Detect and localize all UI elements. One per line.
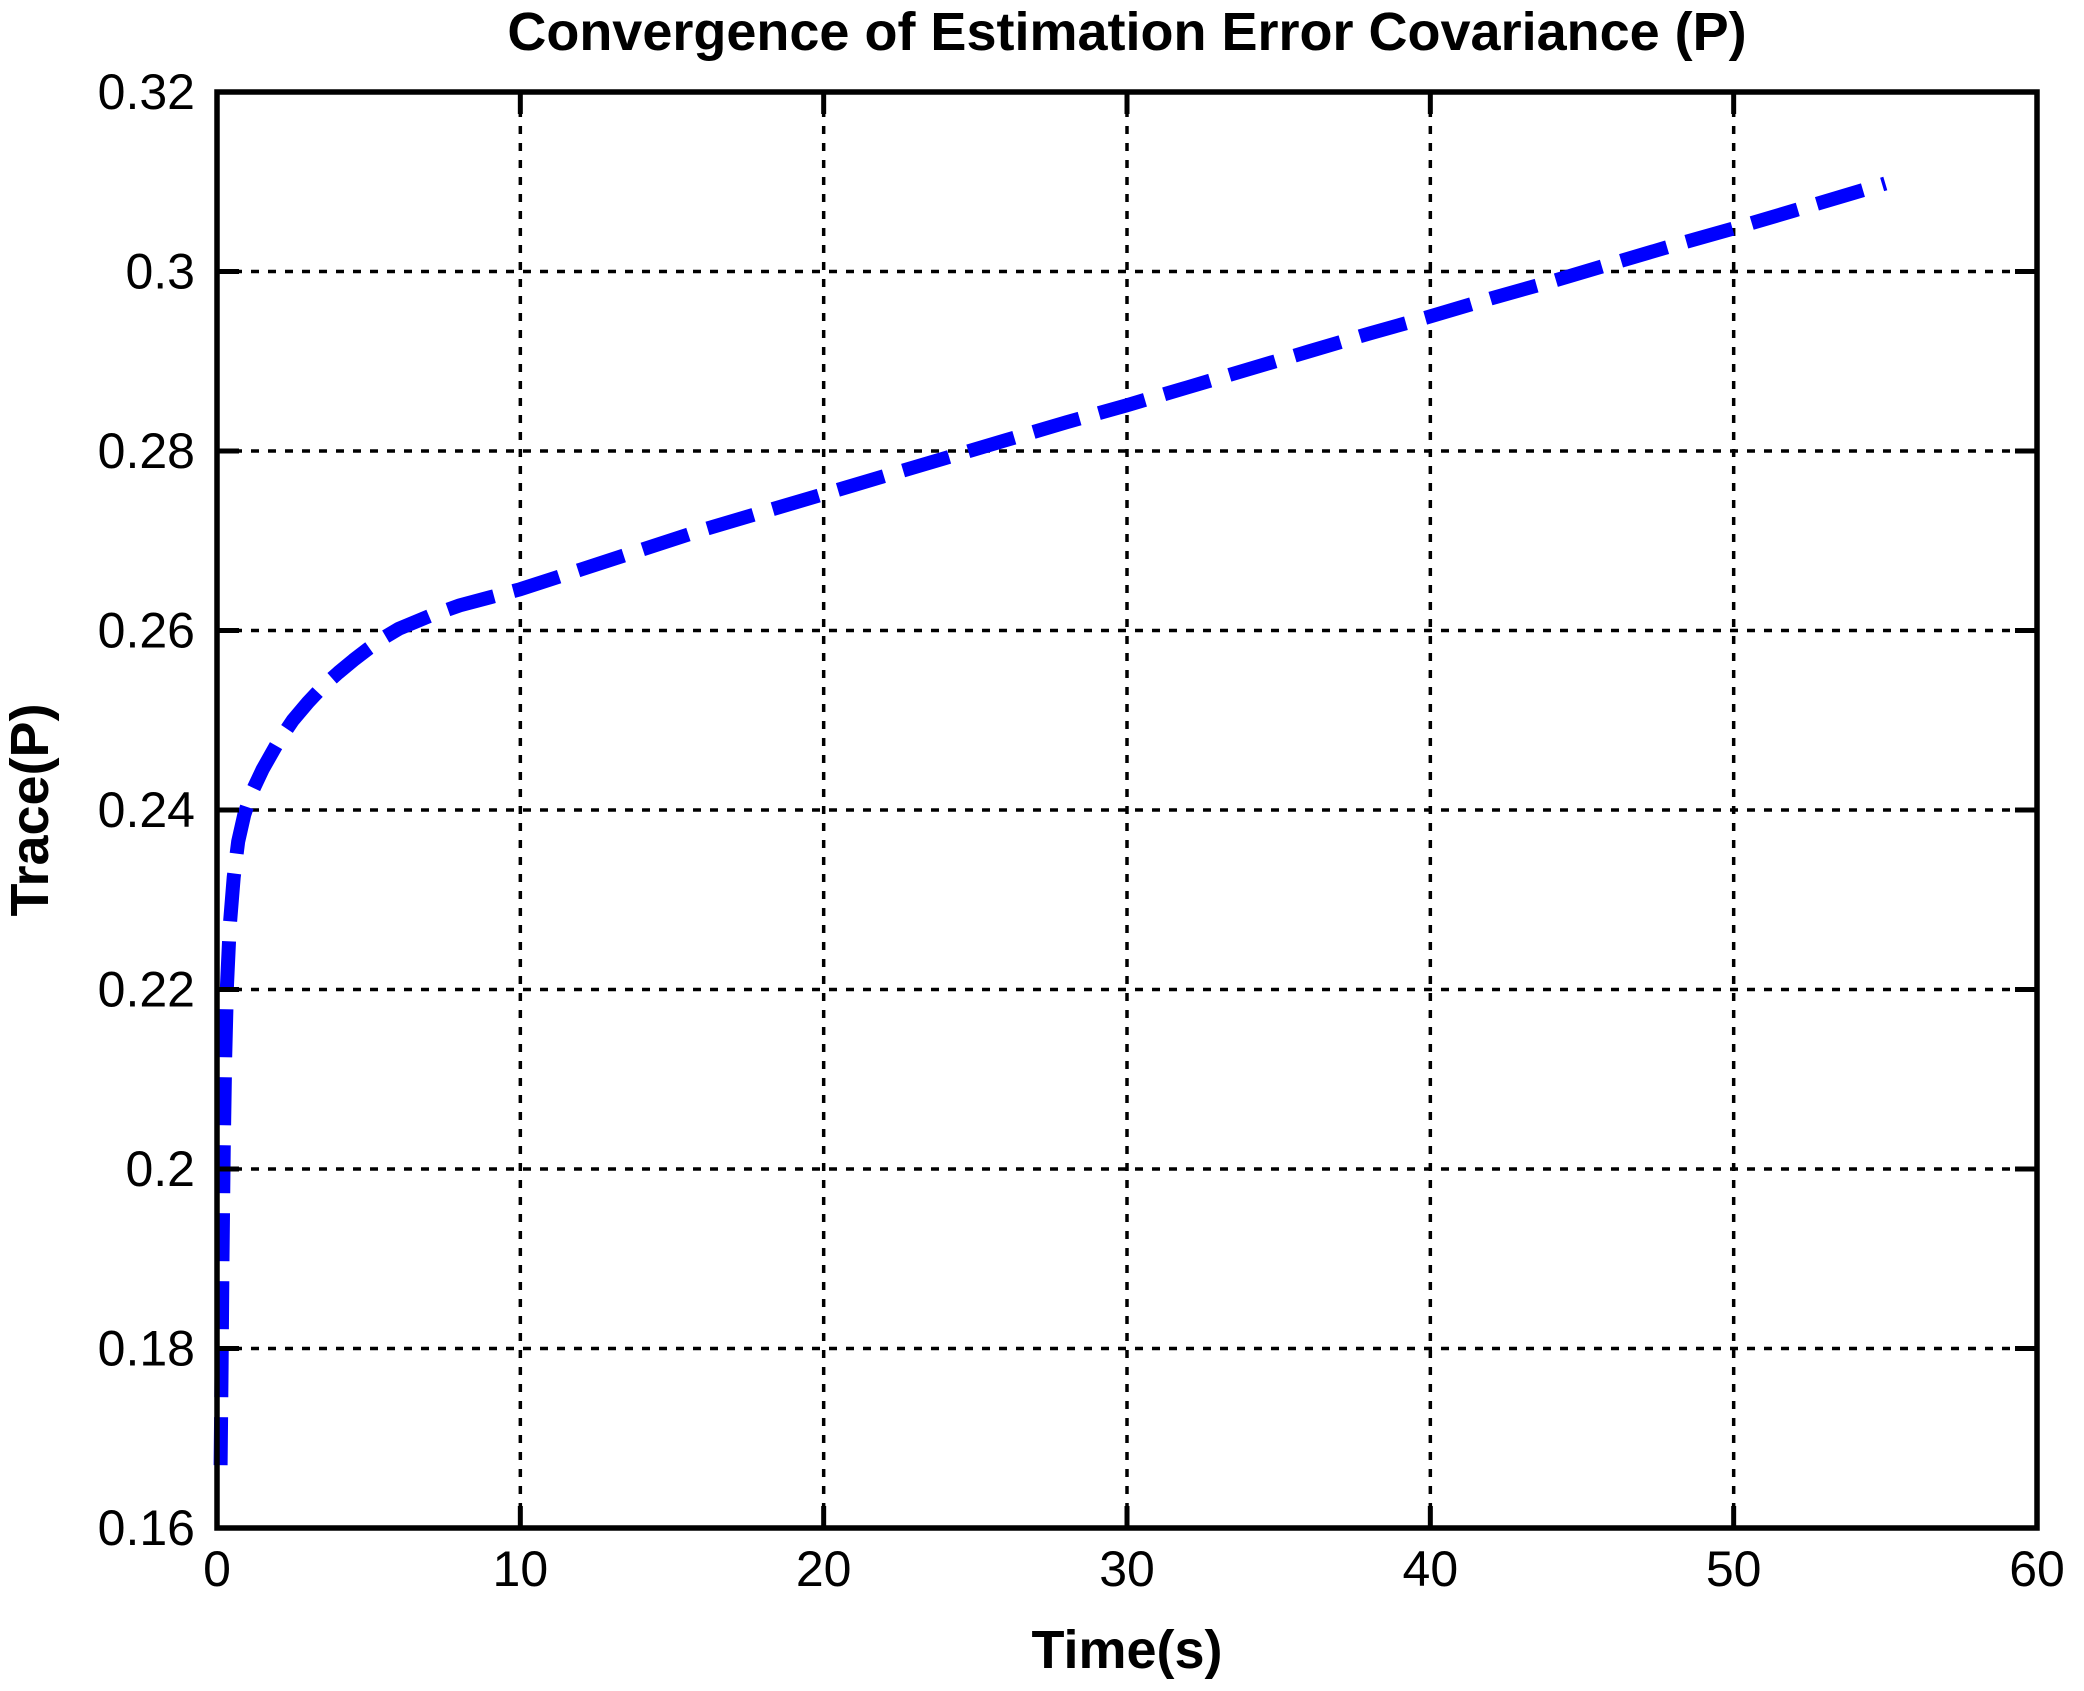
y-tick-label: 0.24 <box>98 782 195 838</box>
y-tick-label: 0.32 <box>98 64 195 120</box>
y-tick-label: 0.3 <box>125 244 195 300</box>
chart-title: Convergence of Estimation Error Covarian… <box>507 2 1746 62</box>
tick-marks <box>214 89 2040 1531</box>
data-series-line <box>213 176 1888 1466</box>
y-tick-label: 0.22 <box>98 962 195 1018</box>
y-tick-label: 0.16 <box>98 1500 195 1556</box>
grid-lines <box>217 92 2037 1528</box>
y-axis-label: Trace(P) <box>0 703 60 916</box>
x-tick-label: 30 <box>1099 1541 1155 1597</box>
y-tick-label: 0.2 <box>125 1141 195 1197</box>
x-tick-label: 0 <box>203 1541 231 1597</box>
x-tick-label: 60 <box>2009 1541 2065 1597</box>
y-tick-labels: 0.16 0.18 0.2 0.22 0.24 0.26 0.28 0.3 0.32 <box>98 64 195 1556</box>
x-axis-label: Time(s) <box>1031 1620 1222 1680</box>
y-tick-label: 0.26 <box>98 603 195 659</box>
x-tick-label: 10 <box>493 1541 549 1597</box>
y-tick-label: 0.28 <box>98 423 195 479</box>
x-tick-labels: 0 10 20 30 40 50 60 <box>203 1541 2065 1597</box>
y-tick-label: 0.18 <box>98 1321 195 1377</box>
x-tick-label: 20 <box>796 1541 852 1597</box>
x-tick-label: 50 <box>1706 1541 1762 1597</box>
x-tick-label: 40 <box>1403 1541 1459 1597</box>
